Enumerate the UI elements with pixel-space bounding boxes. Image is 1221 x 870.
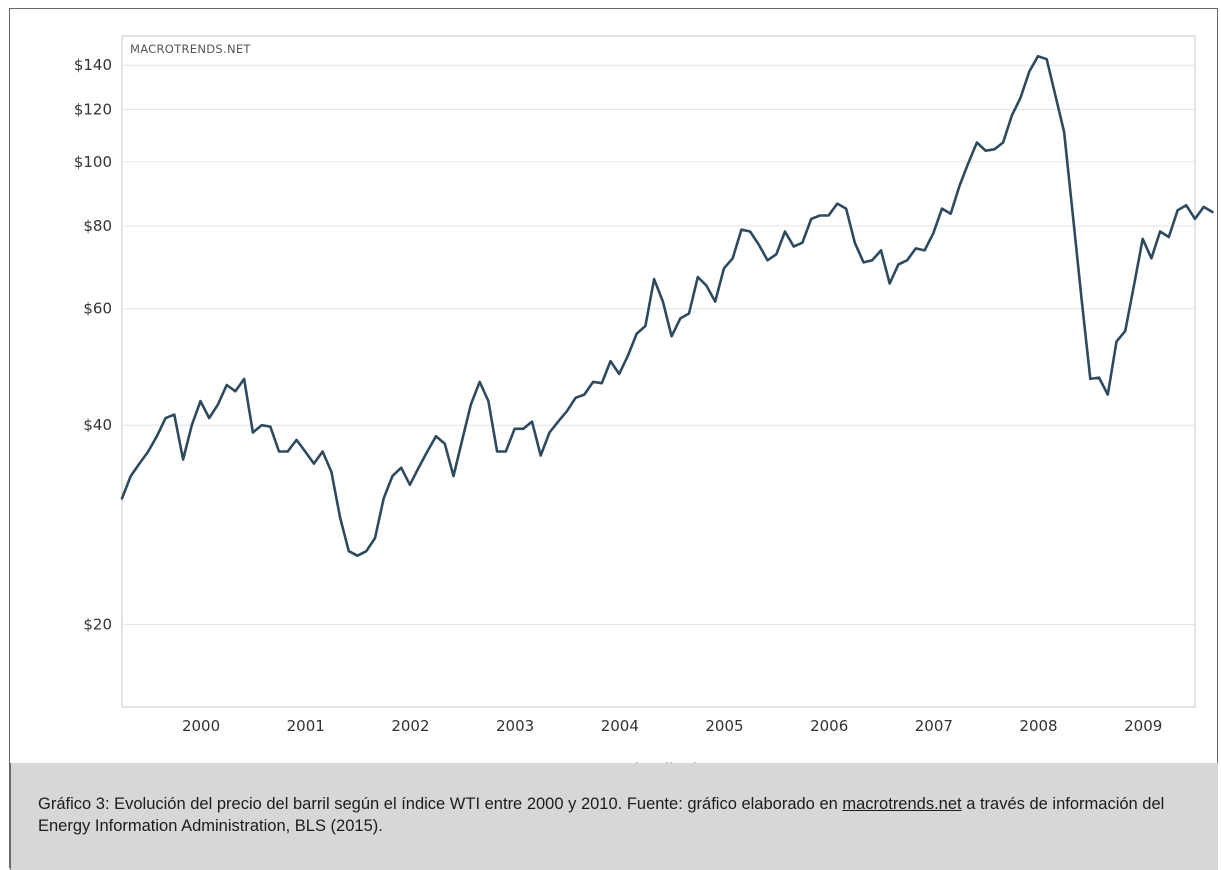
x-tick-label: 2005 xyxy=(705,717,743,735)
y-tick-label: $80 xyxy=(83,217,112,235)
x-axis: 2000 2001 2002 2003 2004 2005 2006 2007 2008 2009 xyxy=(182,717,1162,735)
watermark: MACROTRENDS.NET xyxy=(130,42,251,56)
series-layer xyxy=(120,54,1214,557)
oil-price-chart: $20$40$60$80$100$120$140 2000 2001 2002 200… xyxy=(74,35,1214,770)
series-line-wti xyxy=(120,54,1214,557)
x-tick-label: 2009 xyxy=(1124,717,1162,735)
x-tick-label: 2003 xyxy=(496,717,534,735)
y-tick-label: $20 xyxy=(83,615,112,633)
caption-text-1: Gráfico 3: Evolución del precio del barr… xyxy=(38,795,843,813)
x-tick-label: 2001 xyxy=(287,717,325,735)
y-tick-label: $120 xyxy=(74,101,112,119)
x-tick-label: 2007 xyxy=(915,717,953,735)
figure-caption: Gráfico 3: Evolución del precio del barr… xyxy=(10,763,1218,870)
x-tick-label: 2002 xyxy=(391,717,429,735)
y-tick-label: $60 xyxy=(83,300,112,318)
y-tick-label: $100 xyxy=(74,153,112,171)
plot-area xyxy=(121,35,1196,708)
x-tick-label: 2008 xyxy=(1019,717,1057,735)
caption-text-2: a través de información del Energy Infor… xyxy=(38,795,1165,835)
y-tick-label: $140 xyxy=(74,56,112,74)
x-tick-label: 2006 xyxy=(810,717,848,735)
caption-link[interactable]: macrotrends.net xyxy=(842,795,962,813)
y-tick-label: $40 xyxy=(83,416,112,434)
x-tick-label: 2004 xyxy=(601,717,639,735)
x-tick-label: 2000 xyxy=(182,717,220,735)
y-axis: $20 $40 $60 $80 $100 $120 $140 xyxy=(74,56,112,633)
